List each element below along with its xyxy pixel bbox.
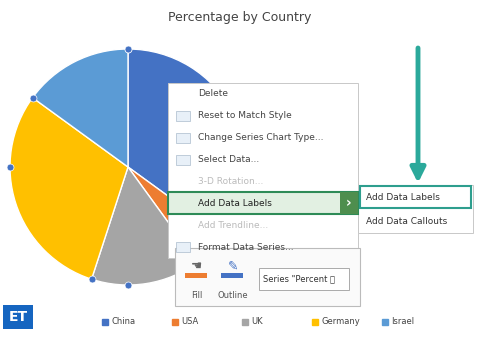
Text: Outline: Outline [218, 291, 248, 300]
FancyBboxPatch shape [259, 268, 349, 290]
Wedge shape [33, 49, 128, 167]
Bar [176, 133, 190, 143]
Text: UK: UK [251, 318, 263, 326]
Text: Select Data...: Select Data... [198, 155, 259, 164]
Wedge shape [10, 98, 128, 279]
Bar [176, 242, 190, 252]
Text: Change Series Chart Type...: Change Series Chart Type... [198, 133, 324, 142]
Text: USA: USA [181, 318, 198, 326]
Text: Add Data Labels: Add Data Labels [366, 193, 440, 201]
FancyBboxPatch shape [168, 83, 358, 258]
Text: Add Data Callouts: Add Data Callouts [366, 217, 447, 225]
FancyBboxPatch shape [3, 305, 33, 329]
Text: ET: ET [9, 310, 27, 324]
Text: Add Trendline...: Add Trendline... [198, 221, 268, 230]
FancyBboxPatch shape [175, 248, 360, 306]
FancyBboxPatch shape [168, 192, 358, 214]
Bar [176, 111, 190, 121]
Bar [185, 273, 207, 278]
Text: Fill: Fill [192, 291, 203, 300]
Text: Delete: Delete [198, 89, 228, 98]
Wedge shape [128, 49, 246, 236]
FancyBboxPatch shape [358, 185, 473, 233]
Wedge shape [128, 167, 224, 262]
FancyBboxPatch shape [360, 186, 471, 208]
Bar [221, 273, 243, 278]
Text: Germany: Germany [321, 318, 360, 326]
Text: ›: › [346, 196, 352, 210]
Text: Series "Percent ⤵: Series "Percent ⤵ [263, 275, 335, 283]
Text: 3-D Rotation...: 3-D Rotation... [198, 177, 264, 186]
Text: Percentage by Country: Percentage by Country [168, 11, 312, 24]
Text: ☚: ☚ [192, 260, 203, 273]
Text: China: China [111, 318, 135, 326]
Text: ✎: ✎ [228, 260, 238, 273]
Wedge shape [92, 167, 197, 285]
Text: Add Data Labels: Add Data Labels [198, 199, 272, 208]
Text: Format Data Series...: Format Data Series... [198, 243, 294, 252]
Text: Israel: Israel [391, 318, 414, 326]
FancyBboxPatch shape [340, 192, 358, 214]
Text: Reset to Match Style: Reset to Match Style [198, 111, 292, 120]
Bar [176, 155, 190, 164]
